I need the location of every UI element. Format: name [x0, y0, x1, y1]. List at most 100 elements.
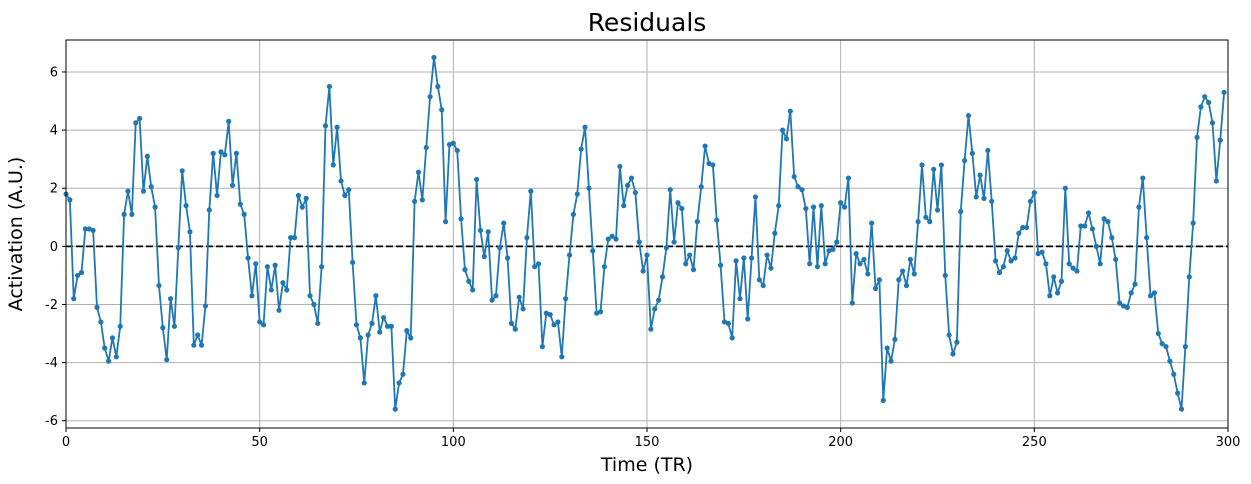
x-tick-label: 250 — [1022, 435, 1047, 450]
data-point — [830, 246, 836, 252]
data-point — [865, 271, 871, 277]
data-point — [133, 120, 139, 126]
data-point — [78, 269, 85, 276]
data-point — [412, 198, 418, 204]
data-point — [783, 136, 790, 142]
data-point — [450, 140, 456, 146]
data-point — [67, 197, 73, 203]
data-point — [838, 200, 844, 206]
data-point — [253, 261, 259, 267]
data-point — [268, 287, 274, 293]
data-point — [1093, 243, 1099, 249]
data-point — [1082, 223, 1088, 229]
data-point — [1132, 281, 1138, 287]
data-point — [590, 248, 596, 254]
data-point — [353, 322, 360, 328]
data-point — [307, 293, 313, 299]
data-point — [1206, 99, 1212, 106]
data-point — [125, 188, 131, 194]
data-point — [113, 354, 119, 360]
data-point — [741, 255, 747, 261]
data-point — [628, 175, 635, 181]
data-point — [82, 226, 88, 232]
data-point — [257, 319, 263, 325]
data-point — [311, 301, 317, 308]
data-point — [1109, 235, 1115, 241]
y-tick-label: -4 — [45, 356, 58, 371]
data-point — [934, 207, 941, 213]
data-point — [656, 297, 662, 303]
data-point — [915, 219, 921, 225]
data-point — [532, 264, 538, 270]
data-point — [1097, 261, 1103, 267]
y-tick-label: 2 — [50, 182, 58, 197]
data-point — [969, 150, 975, 156]
data-point — [845, 175, 852, 181]
series-points — [63, 54, 1227, 412]
data-point — [117, 323, 123, 329]
y-axis-ticks: -6 -4 -2 0 2 4 6 — [45, 65, 66, 429]
data-point — [497, 245, 503, 251]
data-point — [226, 118, 232, 124]
data-point — [919, 162, 925, 168]
data-point — [768, 265, 774, 271]
data-point — [404, 328, 410, 334]
data-point — [481, 253, 487, 260]
data-point — [876, 277, 883, 283]
data-point — [1066, 261, 1072, 267]
data-point — [663, 245, 669, 251]
data-point — [605, 236, 611, 242]
data-point — [75, 272, 81, 279]
data-point — [427, 94, 433, 100]
data-point — [299, 204, 305, 210]
data-point — [911, 271, 917, 277]
data-point — [419, 197, 425, 203]
data-point — [338, 178, 344, 184]
data-point — [938, 162, 944, 168]
data-point — [1008, 258, 1014, 264]
data-point — [229, 182, 236, 188]
data-point — [241, 211, 247, 217]
data-point — [489, 297, 495, 303]
data-point — [853, 251, 859, 257]
data-point — [342, 192, 348, 199]
x-axis-ticks: 0 50 100 150 200 250 300 — [62, 428, 1240, 450]
data-point — [764, 252, 770, 258]
grid-lines — [65, 40, 1229, 428]
data-point — [326, 83, 332, 90]
data-point — [659, 274, 666, 280]
data-point — [1113, 256, 1119, 263]
data-point — [1151, 290, 1158, 296]
data-point — [1023, 224, 1030, 231]
data-point — [373, 293, 379, 299]
data-point — [485, 229, 491, 235]
data-point — [807, 261, 813, 267]
data-point — [512, 326, 518, 332]
data-point — [1136, 204, 1142, 210]
data-point — [214, 192, 220, 199]
data-point — [888, 358, 894, 364]
data-point — [958, 208, 964, 215]
data-point — [245, 255, 251, 261]
data-point — [892, 336, 898, 342]
data-point — [276, 307, 282, 313]
data-point — [1147, 293, 1154, 299]
data-point — [1020, 224, 1026, 231]
data-point — [291, 235, 298, 241]
data-point — [206, 207, 212, 213]
data-point — [71, 296, 77, 302]
data-point — [613, 236, 619, 242]
data-point — [396, 380, 402, 386]
data-point — [1116, 300, 1123, 306]
data-point — [582, 124, 588, 130]
data-point — [745, 316, 751, 322]
x-tick-label: 50 — [251, 435, 268, 450]
data-point — [822, 261, 828, 267]
data-point — [462, 267, 468, 273]
data-point — [679, 205, 685, 212]
x-tick-label: 0 — [62, 435, 70, 450]
data-point — [357, 335, 363, 341]
data-point — [570, 211, 577, 217]
data-point — [90, 227, 96, 233]
